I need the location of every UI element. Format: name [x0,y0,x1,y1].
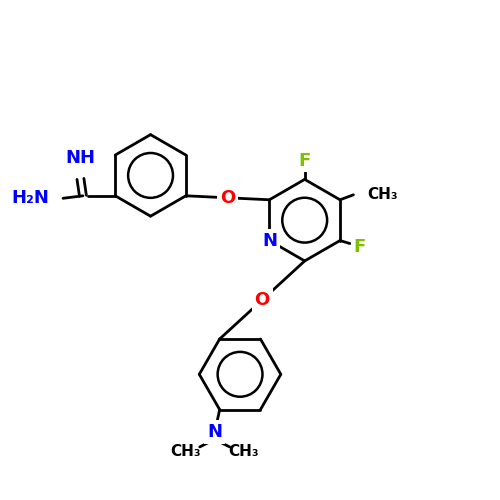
Text: NH: NH [66,150,96,168]
Text: CH₃: CH₃ [368,188,398,202]
Text: N: N [262,232,277,250]
Text: CH₃: CH₃ [228,444,259,460]
Text: F: F [354,238,366,256]
Text: O: O [254,291,270,309]
Text: O: O [220,189,236,207]
Text: CH₃: CH₃ [170,444,201,460]
Text: F: F [298,152,311,170]
Text: N: N [207,423,222,441]
Text: H₂N: H₂N [11,190,49,208]
